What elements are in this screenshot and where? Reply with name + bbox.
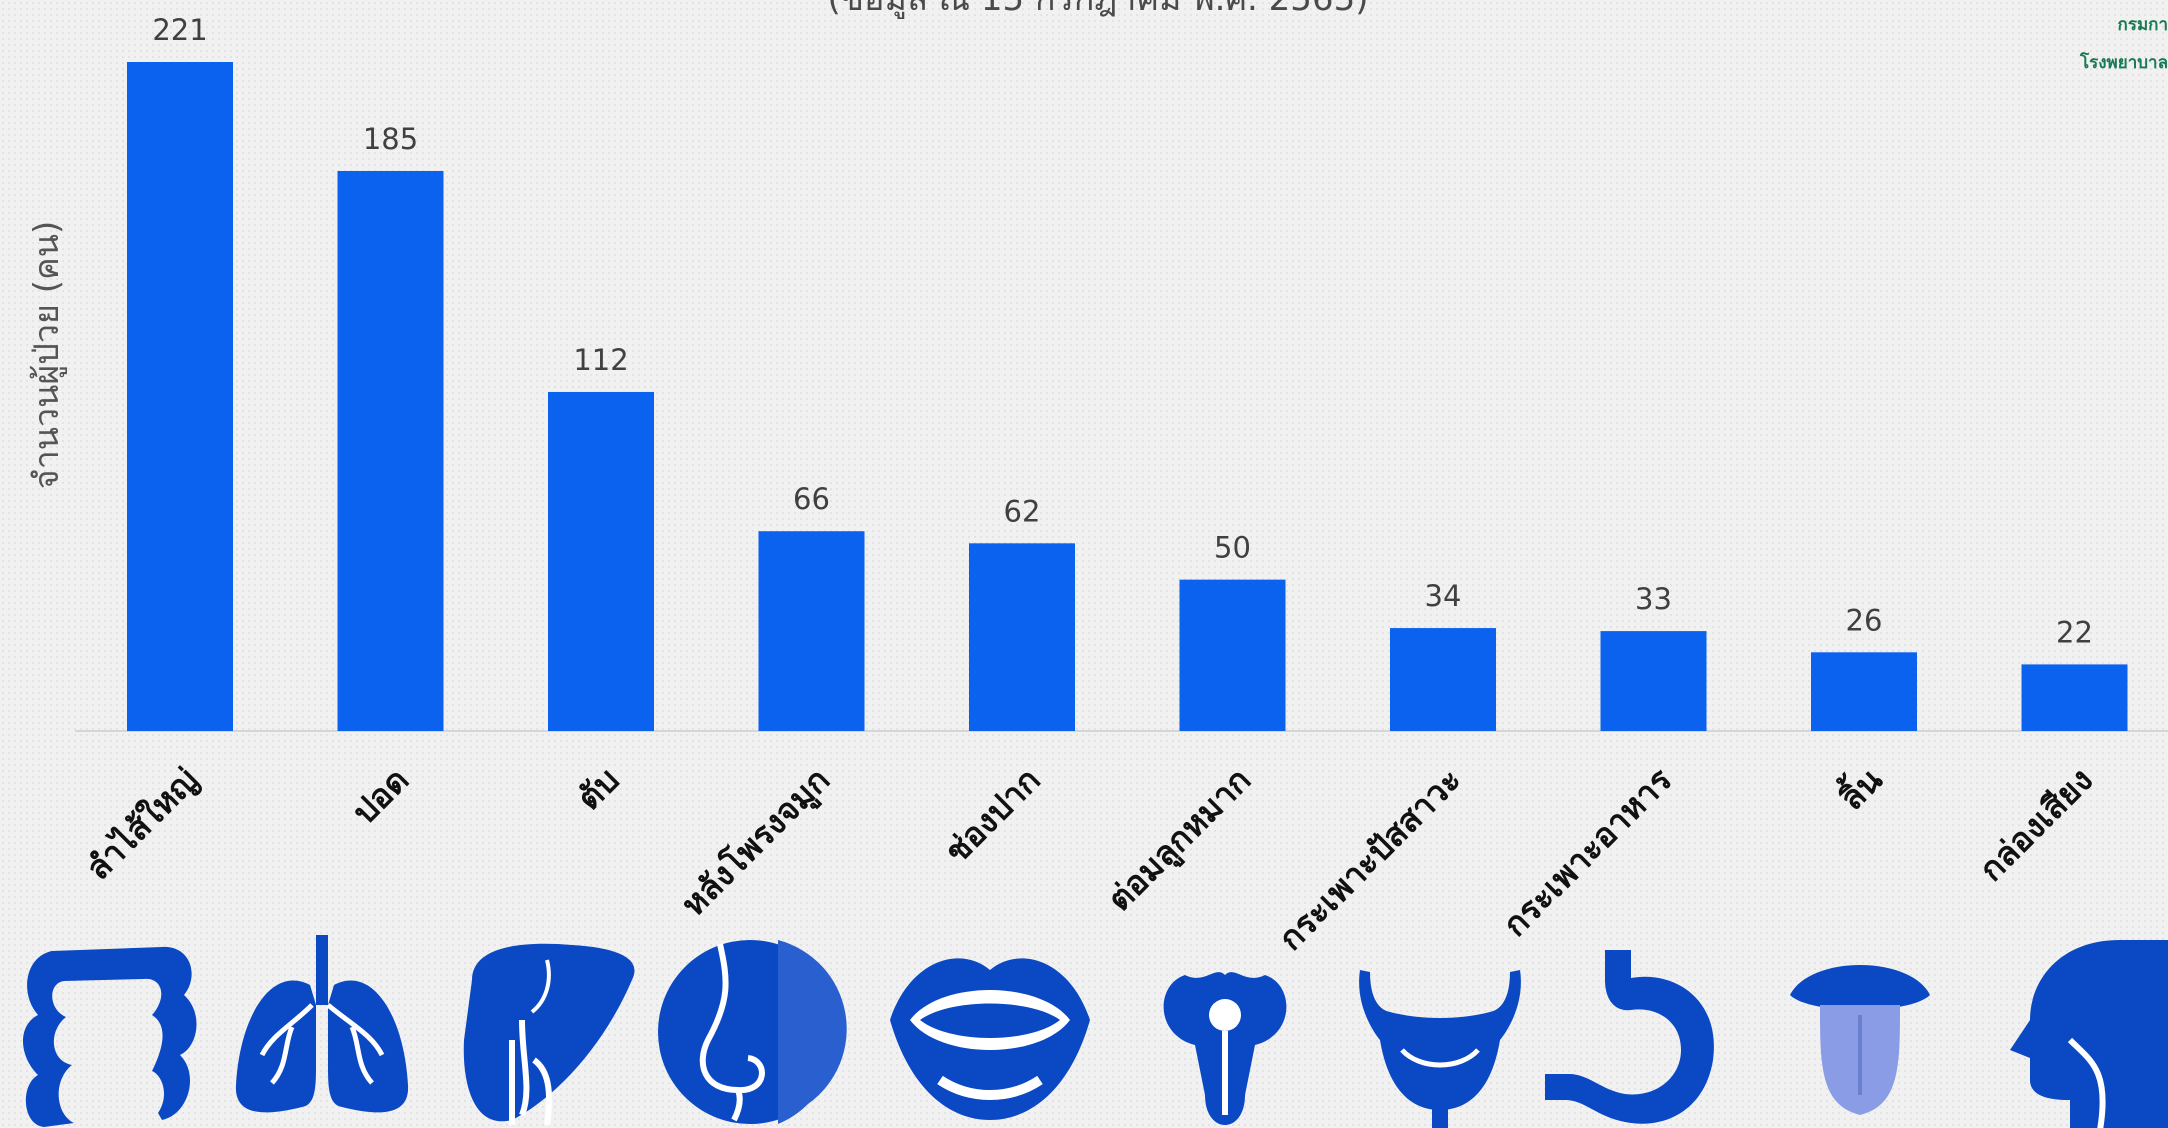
category-label-0: ลำไส้ใหญ่	[78, 760, 206, 888]
value-label-5: 50	[1214, 531, 1251, 565]
bladder-icon	[1359, 970, 1521, 1128]
value-label-9: 22	[2056, 615, 2093, 649]
chart-subtitle: (ข้อมูล ณ 15 กรกฎาคม พ.ศ. 2565)	[828, 0, 1369, 19]
nose-icon	[658, 940, 847, 1124]
tongue-icon	[1790, 965, 1930, 1115]
bar-4	[969, 543, 1075, 731]
bar-9	[2021, 664, 2128, 731]
category-label-4: ช่องปาก	[937, 760, 1048, 871]
category-label-7: กระเพาะอาหาร	[1495, 760, 1679, 944]
bar-1	[337, 170, 444, 732]
bar-3	[758, 531, 865, 731]
value-label-6: 34	[1425, 579, 1462, 613]
category-label-2: ตับ	[569, 760, 627, 818]
bar-7	[1600, 631, 1707, 731]
value-label-3: 66	[793, 482, 830, 516]
value-label-7: 33	[1635, 582, 1672, 616]
credit-line-2: โรงพยาบาล	[2079, 52, 2168, 73]
lungs-icon	[235, 935, 409, 1113]
value-label-4: 62	[1004, 494, 1041, 528]
prostate-icon	[1163, 972, 1287, 1125]
value-labels-group: 221 185 112 66 62 50 34 33 26 22	[152, 13, 2093, 649]
category-label-1: ปอด	[345, 760, 417, 832]
bar-5	[1179, 579, 1286, 731]
mouth-icon	[890, 958, 1090, 1120]
credit-line-1: กรมกา	[2118, 15, 2168, 35]
colon-icon	[23, 946, 197, 1127]
liver-icon	[463, 943, 635, 1126]
stomach-icon	[1545, 950, 1714, 1124]
category-label-3: หลังโพรงจมูก	[673, 760, 838, 925]
y-axis-label: จำนวนผู้ป่วย (คน)	[27, 221, 67, 489]
value-label-8: 26	[1846, 603, 1883, 637]
category-label-9: กล่องเสียง	[1971, 760, 2100, 889]
value-label-0: 221	[152, 13, 207, 47]
value-label-1: 185	[363, 122, 418, 156]
category-label-6: กระเพาะปัสสาวะ	[1271, 760, 1469, 958]
category-label-5: ต่อมลูกหมาก	[1100, 760, 1260, 920]
bar-8	[1811, 652, 1917, 731]
organ-icons	[23, 935, 2168, 1128]
bar-0	[127, 62, 233, 731]
bars-group	[127, 62, 2128, 732]
larynx-icon	[2010, 940, 2168, 1128]
category-labels-group: ลำไส้ใหญ่ ปอด ตับ หลังโพรงจมูก ช่องปาก ต่อมลู…	[78, 756, 2100, 958]
category-label-8: ลิ้น	[1828, 756, 1890, 818]
bar-2	[548, 391, 654, 731]
value-label-2: 112	[573, 343, 628, 377]
bar-6	[1390, 628, 1496, 731]
